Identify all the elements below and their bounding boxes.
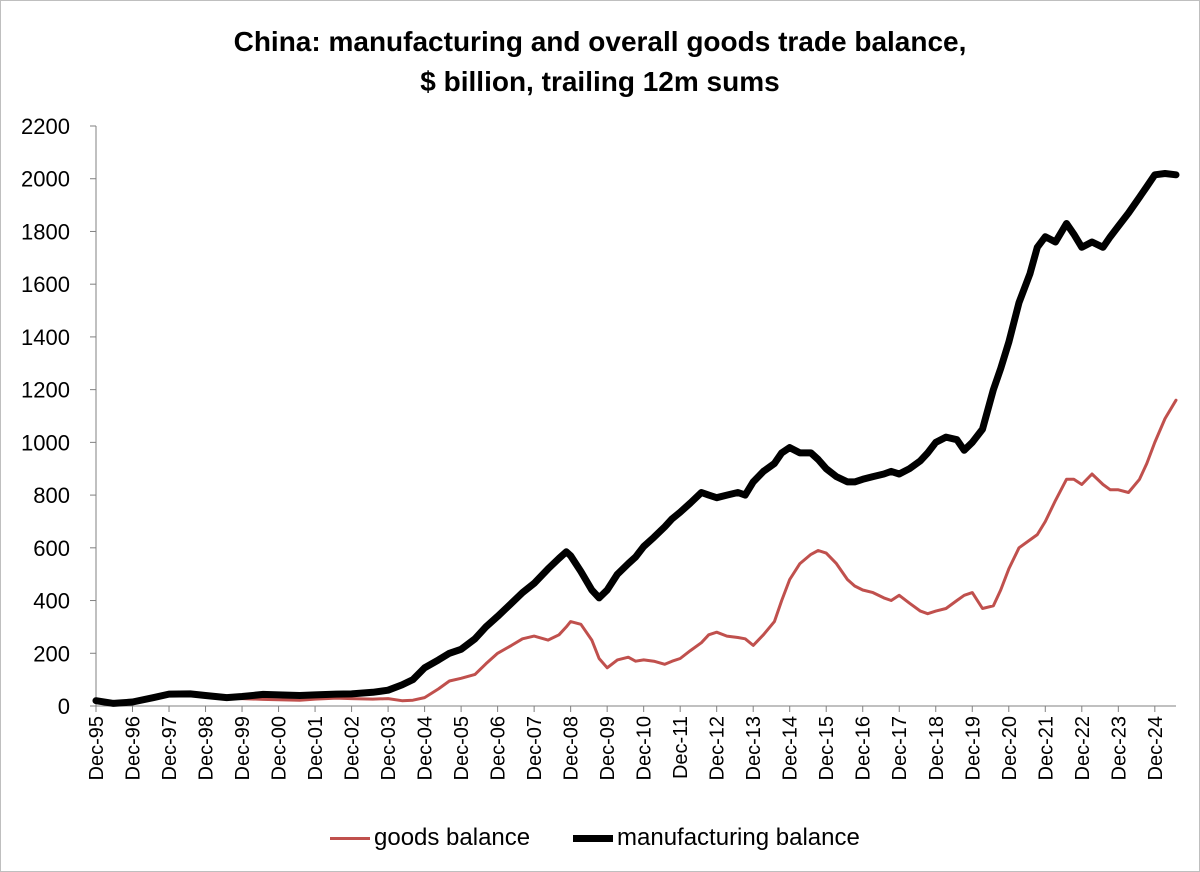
x-tick-label: Dec-14 xyxy=(780,716,802,780)
y-tick-label: 1400 xyxy=(21,325,70,350)
y-tick-label: 200 xyxy=(33,641,70,666)
legend: goods balance manufacturing balance xyxy=(0,820,1200,856)
x-tick-label: Dec-04 xyxy=(415,716,437,780)
x-tick-label: Dec-98 xyxy=(196,716,218,780)
y-tick-label: 600 xyxy=(33,536,70,561)
y-tick-label: 1000 xyxy=(21,430,70,455)
x-tick-label: Dec-95 xyxy=(86,716,108,780)
x-tick-label: Dec-23 xyxy=(1108,716,1130,780)
legend-label-goods-balance: goods balance xyxy=(374,824,531,851)
x-tick-label: Dec-16 xyxy=(853,716,875,780)
y-tick-label: 1200 xyxy=(21,378,70,403)
x-tick-label: Dec-15 xyxy=(816,716,838,780)
y-tick-label: 800 xyxy=(33,483,70,508)
y-axis-tick-labels: 0 200 400 600 800 1000 1200 1400 1600 1800 2000 220… xyxy=(21,114,70,719)
axes xyxy=(90,125,1176,712)
x-tick-label: Dec-17 xyxy=(889,716,911,780)
series-line-manufacturing-balance xyxy=(92,170,1180,707)
x-tick-label: Dec-19 xyxy=(962,716,984,780)
x-tick-label: Dec-97 xyxy=(159,716,181,780)
x-tick-label: Dec-96 xyxy=(123,716,145,780)
x-tick-label: Dec-99 xyxy=(232,716,254,780)
x-tick-label: Dec-09 xyxy=(597,716,619,780)
chart-title: China: manufacturing and overall goods t… xyxy=(0,22,1200,102)
x-tick-label: Dec-05 xyxy=(451,716,473,780)
x-tick-label: Dec-24 xyxy=(1145,716,1167,780)
x-tick-label: Dec-21 xyxy=(1035,716,1057,780)
legend-item-goods-balance: goods balance xyxy=(330,820,530,856)
legend-label-manufacturing-balance: manufacturing balance xyxy=(617,824,860,851)
x-tick-label: Dec-07 xyxy=(524,716,546,780)
x-tick-label: Dec-12 xyxy=(707,716,729,780)
y-tick-label: 2200 xyxy=(21,114,70,139)
chart-title-line-1: China: manufacturing and overall goods t… xyxy=(233,26,967,57)
x-tick-label: Dec-00 xyxy=(269,716,291,780)
x-tick-label: Dec-11 xyxy=(670,716,692,779)
series-lines xyxy=(92,170,1180,707)
x-tick-label: Dec-02 xyxy=(342,716,364,780)
y-tick-label: 400 xyxy=(33,589,70,614)
legend-swatch-goods-balance xyxy=(330,836,370,840)
x-tick-label: Dec-08 xyxy=(561,716,583,780)
y-tick-label: 0 xyxy=(58,694,70,719)
y-tick-label: 1600 xyxy=(21,272,70,297)
y-tick-label: 1800 xyxy=(21,219,70,244)
x-tick-label: Dec-03 xyxy=(378,716,400,780)
x-tick-label: Dec-01 xyxy=(305,716,327,780)
x-tick-label: Dec-06 xyxy=(488,716,510,780)
x-tick-label: Dec-18 xyxy=(926,716,948,780)
legend-item-manufacturing-balance: manufacturing balance xyxy=(573,820,860,856)
series-line-goods-balance xyxy=(94,398,1178,705)
x-tick-label: Dec-13 xyxy=(743,716,765,780)
x-tick-label: Dec-10 xyxy=(634,716,656,780)
y-tick-label: 2000 xyxy=(21,167,70,192)
x-axis-tick-labels: Dec-95 Dec-96 Dec-97 Dec-98 Dec-99 Dec-00 Dec-… xyxy=(86,716,1167,780)
chart-title-line-2: $ billion, trailing 12m sums xyxy=(420,66,780,97)
legend-swatch-manufacturing-balance xyxy=(573,834,613,842)
x-tick-label: Dec-20 xyxy=(999,716,1021,780)
x-tick-label: Dec-22 xyxy=(1072,716,1094,780)
